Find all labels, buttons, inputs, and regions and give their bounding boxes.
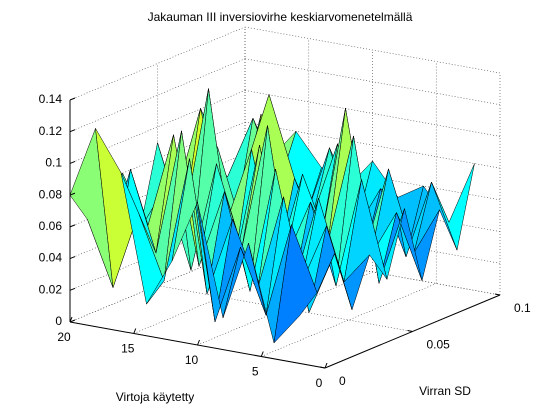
tick-mark — [69, 97, 76, 101]
tick-mark — [197, 339, 200, 346]
z-tick-label: 0.1 — [45, 156, 62, 170]
grid-line — [244, 90, 501, 137]
tick-mark — [324, 362, 328, 369]
z-tick-label: 0.02 — [39, 282, 63, 296]
grid-line — [244, 248, 501, 296]
tick-mark — [69, 160, 76, 164]
tick-mark — [407, 330, 413, 332]
grid-line — [69, 58, 246, 132]
y-tick-label: 0.1 — [514, 301, 531, 315]
chart-title: Jakauman III inversiovirhe keskiarvomene… — [148, 10, 413, 24]
tick-mark — [494, 293, 501, 296]
tick-mark — [69, 224, 76, 228]
x-tick-label: 5 — [252, 365, 259, 379]
z-tick-label: 0.12 — [39, 124, 63, 138]
z-tick-label: 0 — [55, 314, 62, 328]
z-tick-label: 0.06 — [39, 219, 63, 233]
y-axis-label: Virran SD — [419, 384, 471, 398]
y-tick-label: 0 — [339, 374, 346, 388]
grid-line — [244, 26, 501, 74]
tick-mark — [319, 366, 326, 369]
tick-mark — [69, 316, 73, 323]
tick-mark — [133, 328, 137, 334]
grid-line — [244, 121, 501, 169]
x-axis-label: Virtoja käytetty — [116, 390, 194, 404]
z-tick-label: 0.08 — [39, 187, 63, 201]
grid-line — [244, 58, 501, 106]
z-tick-label: 0.04 — [39, 251, 63, 265]
tick-mark — [69, 287, 76, 291]
surface-patch — [273, 223, 318, 344]
tick-mark — [69, 319, 76, 323]
y-tick-label: 0.05 — [427, 338, 451, 352]
x-tick-label: 10 — [185, 353, 199, 367]
x-tick-label: 20 — [57, 330, 71, 344]
x-tick-label: 0 — [316, 376, 323, 390]
tick-mark — [260, 351, 264, 357]
tick-mark — [69, 192, 76, 196]
tick-mark — [69, 129, 76, 133]
tick-mark — [69, 256, 76, 260]
x-tick-label: 15 — [121, 342, 135, 356]
z-tick-label: 0.14 — [39, 92, 63, 106]
